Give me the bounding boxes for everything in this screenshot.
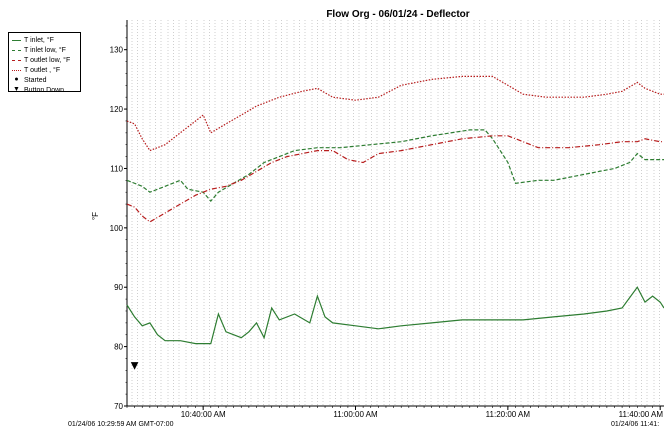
chart-title: Flow Org - 06/01/24 - Deflector (326, 9, 469, 20)
series-lines (126, 75, 664, 345)
legend-item-started: ● Started (12, 75, 77, 85)
legend-item-t-outlet-low: T outlet low, °F (12, 55, 77, 65)
grid (131, 20, 660, 406)
started-marker-icon: ● (14, 76, 19, 83)
y-tick-label: 80 (114, 343, 123, 352)
x-tick-label: 11:00:00 AM (333, 410, 378, 419)
legend-swatch-t-inlet (12, 39, 21, 41)
legend-swatch-t-outlet-low (12, 59, 21, 61)
x-tick-label: 11:40:00 AM (619, 410, 664, 419)
series-line-3 (126, 75, 664, 152)
y-tick-label: 90 (114, 283, 123, 292)
legend-label: T inlet, °F (24, 36, 54, 44)
x-tick-label: 10:40:00 AM (181, 410, 226, 419)
legend-label: T outlet , °F (24, 66, 61, 74)
legend-swatch-t-inlet-low (12, 49, 21, 51)
y-axis-label: °F (91, 212, 100, 220)
legend-label: Button Down (24, 86, 65, 94)
y-tick-label: 70 (114, 402, 123, 411)
y-tick-label: 130 (110, 46, 124, 55)
y-tick-label: 100 (110, 224, 124, 233)
event-markers: ▼ (131, 360, 139, 371)
legend: T inlet, °F T inlet low, °F T outlet low… (8, 32, 81, 95)
event-marker-1: ▼ (131, 360, 139, 371)
legend-label: T outlet low, °F (24, 56, 71, 64)
legend-swatch-t-outlet (12, 69, 21, 71)
legend-item-t-inlet-low: T inlet low, °F (12, 45, 77, 55)
legend-item-button-down: ▼ Button Down (12, 85, 77, 95)
x-end-label: 01/24/06 11:41: (611, 421, 659, 428)
x-start-label: 01/24/06 10:29:59 AM GMT-07:00 (68, 421, 174, 428)
x-tick-label: 11:20:00 AM (486, 410, 531, 419)
series-line-1 (126, 129, 664, 203)
axes: 70 80 90 100 110 120 130 10:40:00 AM 11:00:00 AM… (110, 20, 664, 419)
legend-item-t-inlet: T inlet, °F (12, 35, 77, 45)
legend-label: Started (24, 76, 47, 84)
legend-item-t-outlet: T outlet , °F (12, 65, 77, 75)
series-line-2 (126, 135, 664, 223)
y-tick-label: 110 (110, 164, 123, 173)
y-tick-label: 120 (110, 105, 124, 114)
series-line-0 (126, 286, 664, 345)
legend-label: T inlet low, °F (24, 46, 66, 54)
button-down-marker-icon: ▼ (13, 86, 20, 93)
